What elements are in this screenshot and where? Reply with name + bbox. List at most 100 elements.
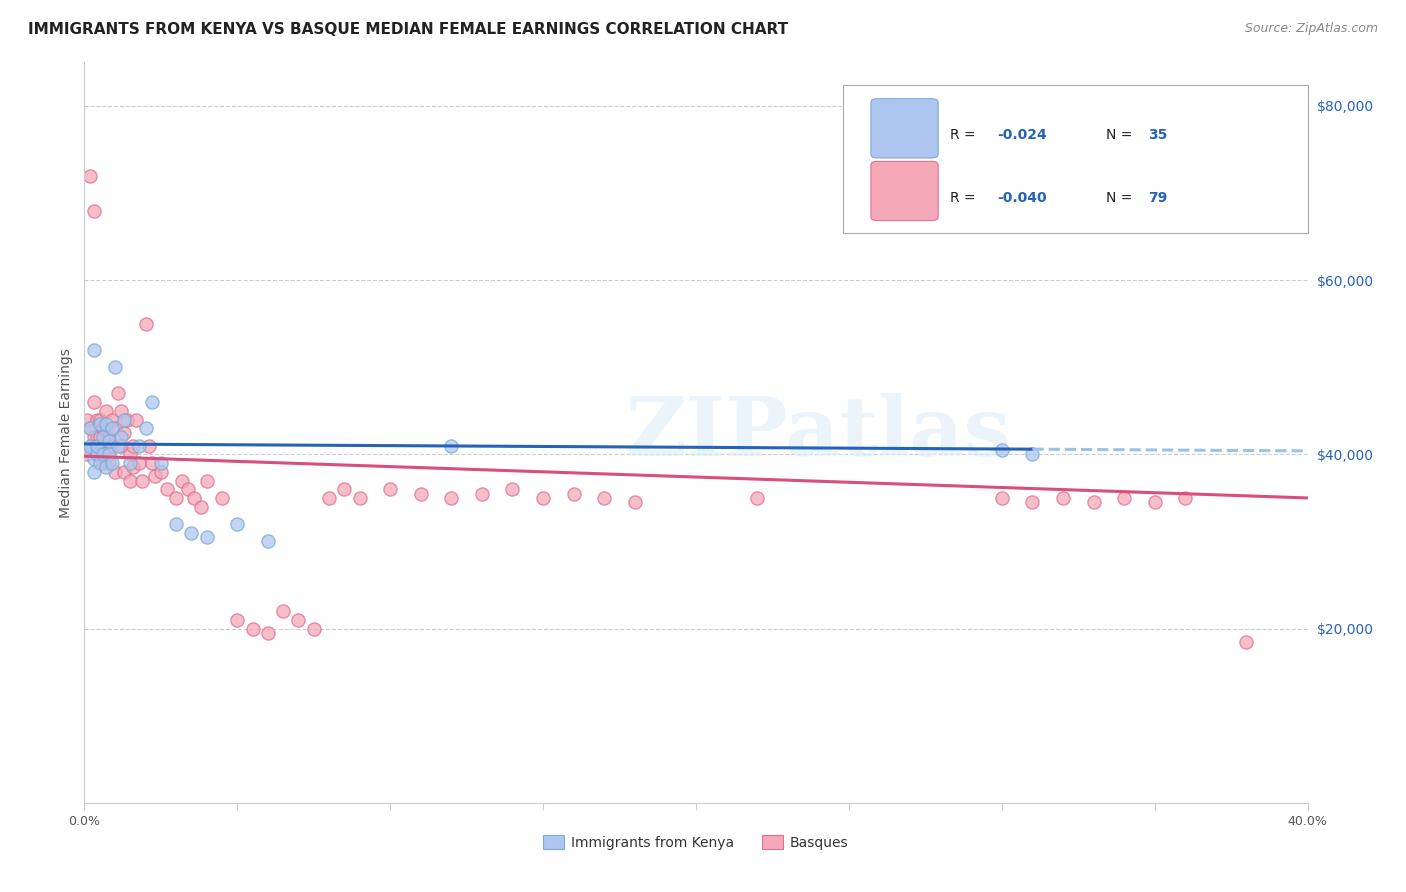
Point xyxy=(141,395,163,409)
Point xyxy=(86,447,108,461)
Point xyxy=(149,465,172,479)
Point xyxy=(91,421,114,435)
Point xyxy=(76,412,98,426)
Point xyxy=(1052,491,1074,505)
Point xyxy=(302,622,325,636)
Point xyxy=(1021,495,1043,509)
Point xyxy=(624,495,647,509)
Point xyxy=(89,412,111,426)
Point xyxy=(471,486,494,500)
Text: N =: N = xyxy=(1105,191,1136,204)
Legend: Immigrants from Kenya, Basques: Immigrants from Kenya, Basques xyxy=(538,830,853,855)
Point xyxy=(226,517,249,532)
Point xyxy=(125,412,148,426)
Point xyxy=(131,474,153,488)
Point xyxy=(94,417,117,431)
Point xyxy=(172,474,194,488)
Text: R =: R = xyxy=(950,191,980,204)
Point xyxy=(593,491,616,505)
FancyBboxPatch shape xyxy=(870,161,938,220)
Point xyxy=(120,447,142,461)
Text: ZIPatlas: ZIPatlas xyxy=(626,392,1011,473)
Point xyxy=(143,469,166,483)
Point xyxy=(107,386,129,401)
Point xyxy=(89,417,111,431)
Point xyxy=(86,447,108,461)
Point xyxy=(440,491,463,505)
Point xyxy=(128,456,150,470)
Point xyxy=(149,456,172,470)
Point xyxy=(86,412,108,426)
Point xyxy=(1083,495,1105,509)
Point xyxy=(211,491,233,505)
Point xyxy=(1143,495,1166,509)
Point xyxy=(110,404,132,418)
FancyBboxPatch shape xyxy=(842,85,1308,233)
Point xyxy=(991,443,1014,458)
Point xyxy=(138,439,160,453)
Point xyxy=(190,500,212,514)
Point xyxy=(97,434,120,449)
Text: 79: 79 xyxy=(1149,191,1168,204)
Point xyxy=(747,491,769,505)
Point xyxy=(120,456,142,470)
Point xyxy=(79,421,101,435)
Point xyxy=(89,430,111,444)
Point xyxy=(101,421,124,435)
Point xyxy=(226,613,249,627)
Point xyxy=(101,439,124,453)
Point xyxy=(287,613,309,627)
Point xyxy=(380,482,402,496)
Point xyxy=(112,425,135,440)
Point xyxy=(271,604,294,618)
Point xyxy=(333,482,356,496)
Point xyxy=(531,491,554,505)
Point xyxy=(91,447,114,461)
Point xyxy=(101,412,124,426)
Point xyxy=(79,439,101,453)
Point xyxy=(110,439,132,453)
Point xyxy=(91,456,114,470)
Point xyxy=(79,169,101,183)
Point xyxy=(135,317,157,331)
Text: Source: ZipAtlas.com: Source: ZipAtlas.com xyxy=(1244,22,1378,36)
Point xyxy=(440,439,463,453)
Point xyxy=(89,456,111,470)
Point xyxy=(165,517,187,532)
Point xyxy=(502,482,524,496)
Point xyxy=(79,421,101,435)
Point xyxy=(349,491,371,505)
Point xyxy=(177,482,200,496)
Point xyxy=(79,443,101,458)
Point xyxy=(94,460,117,475)
Point xyxy=(83,465,105,479)
Point xyxy=(97,447,120,461)
Point xyxy=(257,626,280,640)
Point xyxy=(91,430,114,444)
Point xyxy=(128,439,150,453)
Point xyxy=(112,412,135,426)
Point xyxy=(104,421,127,435)
Point xyxy=(89,447,111,461)
Text: -0.024: -0.024 xyxy=(997,128,1046,142)
Y-axis label: Median Female Earnings: Median Female Earnings xyxy=(59,348,73,517)
Point xyxy=(86,439,108,453)
Text: -0.040: -0.040 xyxy=(997,191,1046,204)
Point xyxy=(83,430,105,444)
Point xyxy=(107,439,129,453)
Point xyxy=(86,430,108,444)
Point xyxy=(110,430,132,444)
Text: IMMIGRANTS FROM KENYA VS BASQUE MEDIAN FEMALE EARNINGS CORRELATION CHART: IMMIGRANTS FROM KENYA VS BASQUE MEDIAN F… xyxy=(28,22,789,37)
Point xyxy=(122,439,145,453)
Point xyxy=(1236,634,1258,648)
Point xyxy=(242,622,264,636)
Point xyxy=(83,343,105,357)
Point xyxy=(1174,491,1197,505)
Point xyxy=(122,460,145,475)
Text: R =: R = xyxy=(950,128,980,142)
Point xyxy=(1021,447,1043,461)
Point xyxy=(120,474,142,488)
Point xyxy=(94,404,117,418)
Point xyxy=(112,465,135,479)
FancyBboxPatch shape xyxy=(870,99,938,158)
